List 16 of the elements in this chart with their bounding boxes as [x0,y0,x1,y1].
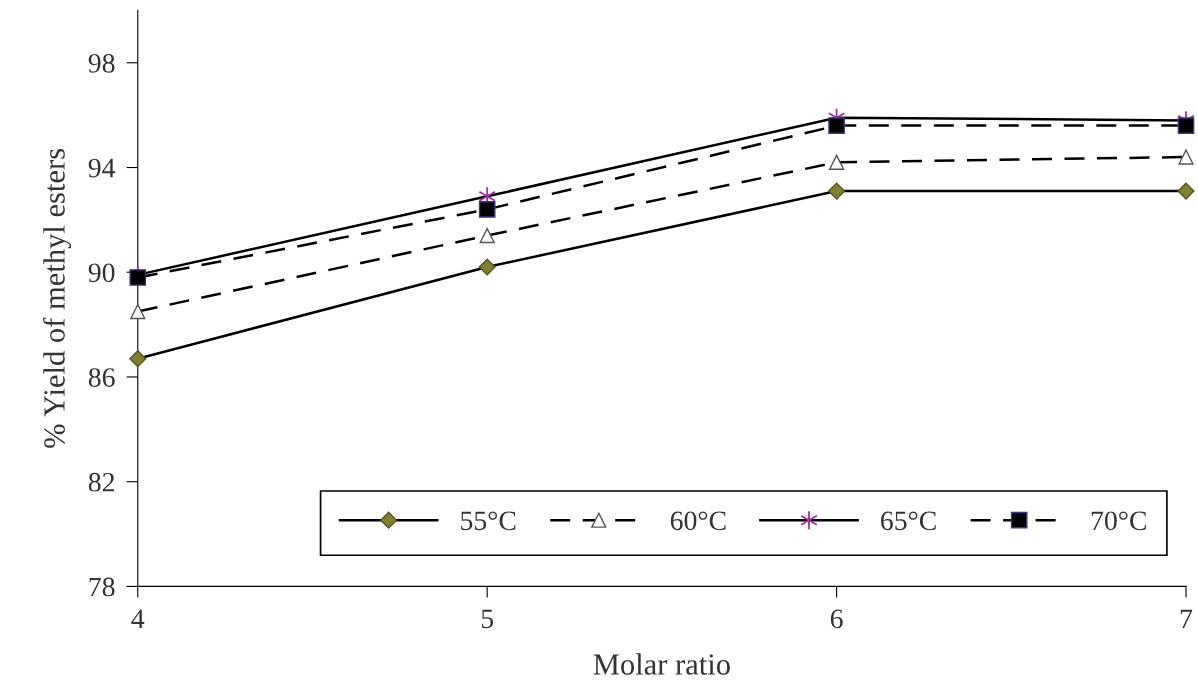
legend-label: 60°C [670,511,726,531]
y-axis-title: % Yield of methyl esters [43,149,72,448]
legend-label: 65°C [881,511,936,531]
y-tick-label: 90 [88,263,115,283]
x-axis-title: Molar ratio [593,653,730,675]
y-tick-label: 98 [88,53,115,73]
y-tick-label: 94 [88,158,116,178]
legend-label: 70°C [1091,511,1146,531]
y-tick-label: 86 [88,368,115,387]
x-tick-label: 6 [830,609,843,629]
y-tick-label: 78 [89,577,115,597]
x-tick-label: 5 [481,609,494,629]
y-tick-label: 82 [88,472,115,492]
legend-label: 55°C [461,511,516,531]
x-tick-label: 4 [131,609,145,628]
x-tick-label: 7 [1180,609,1193,628]
